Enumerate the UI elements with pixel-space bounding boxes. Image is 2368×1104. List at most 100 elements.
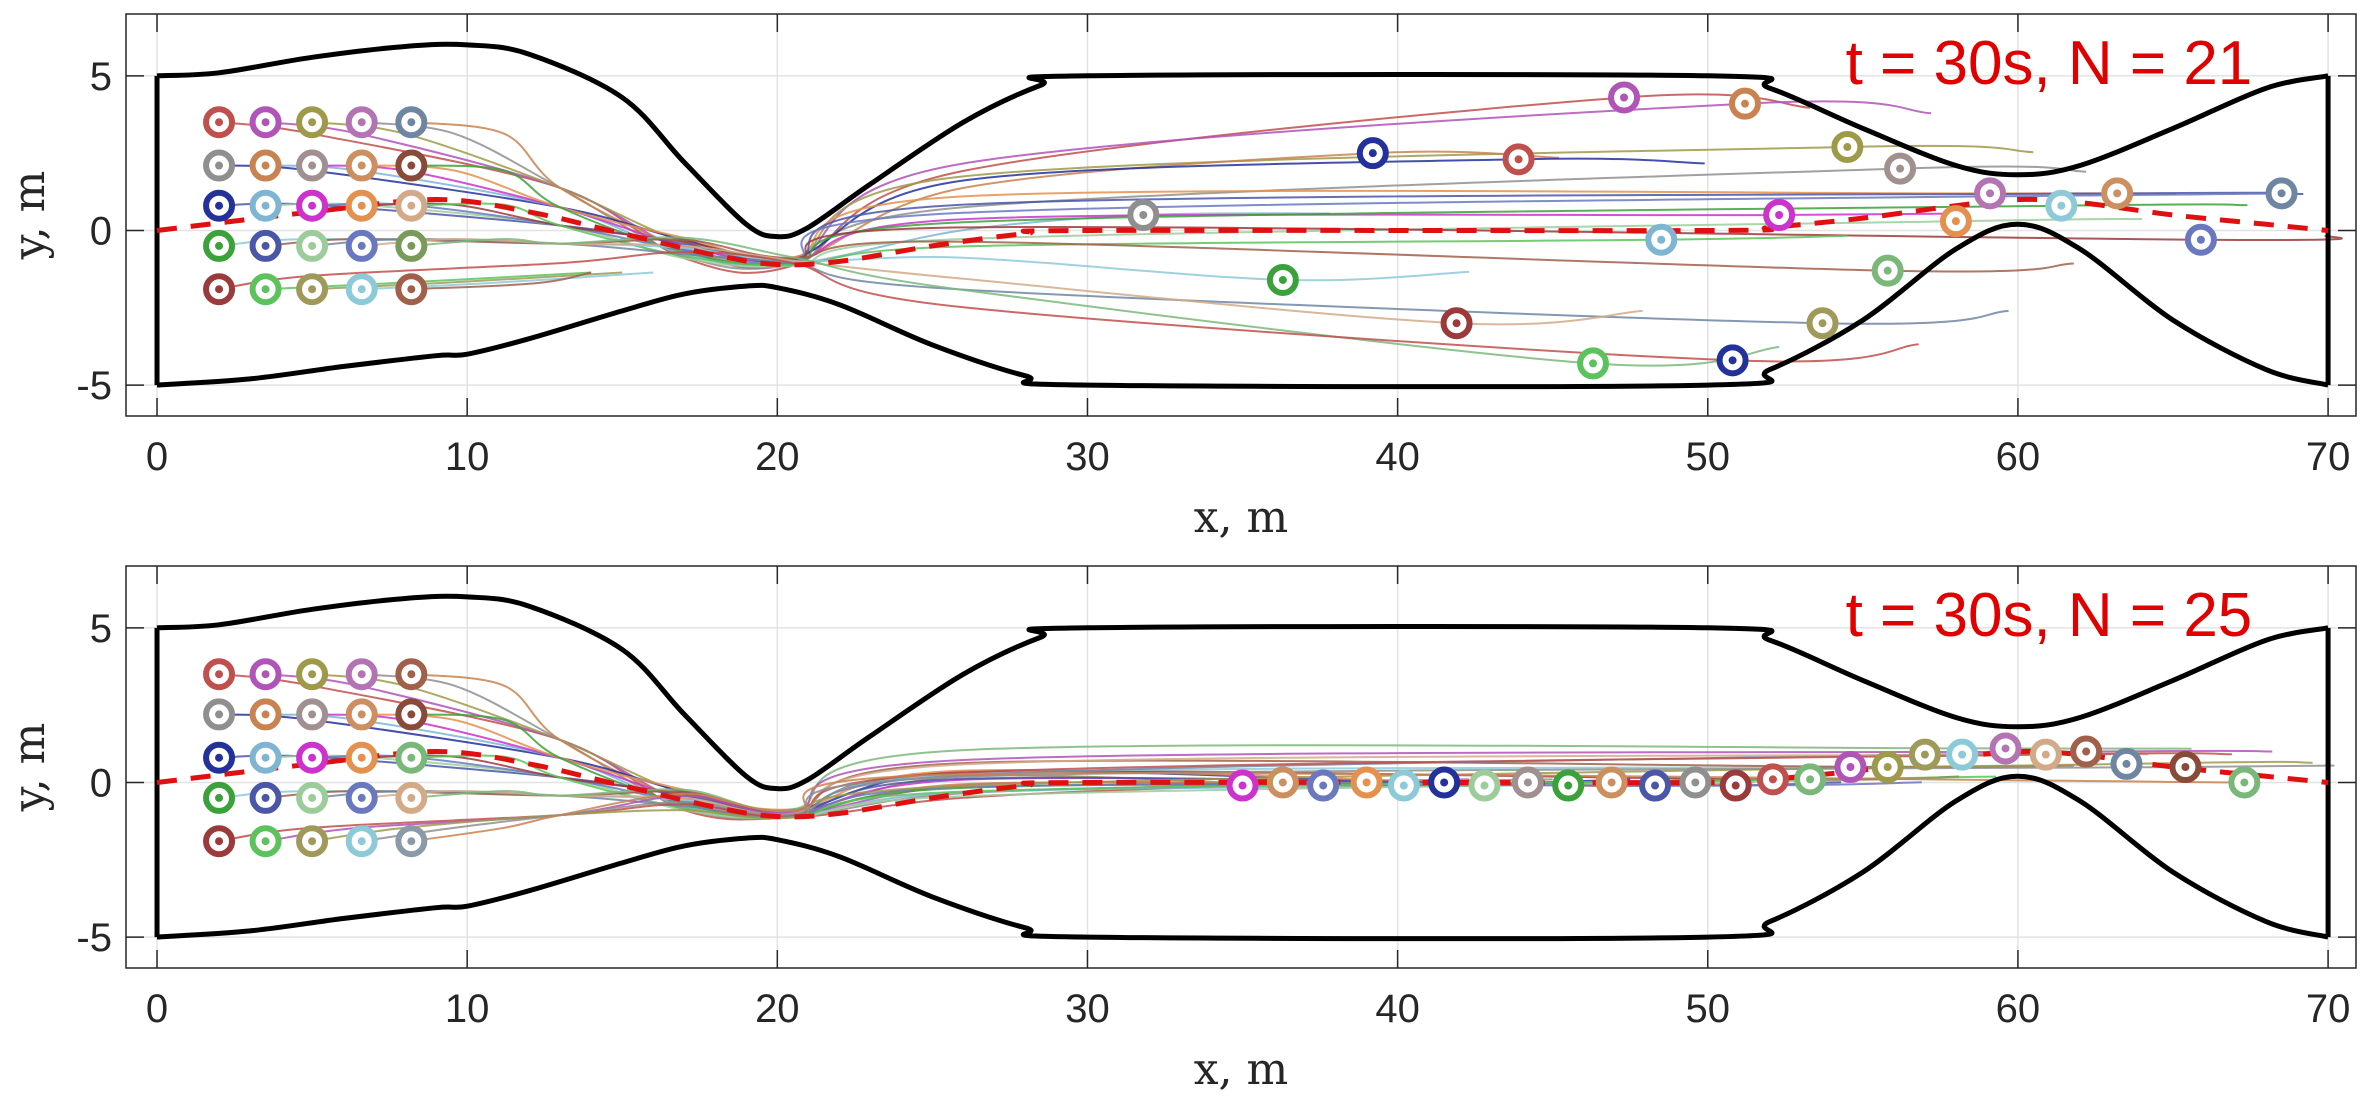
time-count-annotation: t = 30s, N = 25 (1846, 581, 2253, 650)
agent-start-marker-center (215, 118, 224, 127)
agent-start-marker-center (261, 118, 270, 127)
x-tick-label: 50 (1686, 435, 1731, 479)
agent-start-marker-center (357, 710, 366, 719)
agent-start-marker-center (357, 753, 366, 762)
agent-marker-center (1564, 781, 1573, 790)
x-axis-label: x, m (1194, 1044, 1289, 1095)
agent-marker-center (1514, 155, 1523, 164)
agent-start-marker-center (215, 161, 224, 170)
agent-marker-center (1806, 775, 1815, 784)
agent-marker-center (1319, 781, 1328, 790)
agent-start-marker-center (357, 161, 366, 170)
agent-start-marker-center (407, 710, 416, 719)
agent-trajectory (312, 237, 2009, 325)
agent-start-marker-center (407, 201, 416, 210)
agent-start-marker-center (261, 241, 270, 250)
agent-start-marker-center (308, 118, 317, 127)
y-tick-label: 0 (90, 761, 112, 805)
agent-marker-center (1846, 763, 1855, 771)
agent-start-marker-center (261, 837, 270, 846)
agent-marker-center (1238, 781, 1247, 790)
x-tick-label: 40 (1375, 987, 1420, 1031)
agent-marker-center (1657, 235, 1666, 244)
agent-trajectory (411, 236, 1780, 367)
x-tick-label: 50 (1686, 987, 1731, 1031)
x-tick-label: 20 (755, 987, 800, 1031)
agent-start-marker-center (308, 201, 317, 210)
agent-start-marker-center (308, 285, 317, 294)
agent-marker-center (2001, 744, 2010, 753)
time-count-annotation: t = 30s, N = 21 (1846, 29, 2253, 98)
agent-start-marker-center (215, 837, 224, 846)
agent-marker-center (1740, 99, 1749, 108)
agent-start-marker-center (407, 753, 416, 762)
agent-start-marker-center (215, 670, 224, 679)
panel-top: 0 10 20 30 40 50 60 70 -5 0 5 x, m y, m t = 30s, N = … (4, 13, 2357, 543)
agent-marker-center (1920, 750, 1929, 759)
x-tick-label: 60 (1996, 987, 2041, 1031)
agent-marker-center (1523, 778, 1532, 787)
agent-marker-center (1651, 781, 1660, 790)
boundary-lower (156, 221, 2329, 390)
agent-marker-center (1368, 149, 1377, 158)
x-tick-label: 0 (146, 435, 168, 479)
agent-start-marker-center (407, 670, 416, 679)
plot-area (154, 41, 2343, 390)
agent-start-marker-center (215, 285, 224, 294)
agent-start-marker-center (261, 161, 270, 170)
agent-marker-center (1951, 217, 1960, 226)
agent-trajectory (361, 271, 654, 291)
agent-marker-center (1440, 778, 1449, 787)
y-tick-label: -5 (76, 364, 112, 408)
axes-box (125, 565, 2357, 969)
boundary-lower (156, 773, 2329, 942)
agent-marker-center (2082, 747, 2091, 756)
agent-start-marker-center (261, 793, 270, 802)
agent-marker-center (2277, 189, 2286, 198)
boundary-upper (156, 41, 2329, 240)
agent-start-marker-center (261, 753, 270, 762)
boundary-upper (156, 593, 2329, 792)
agent-marker-center (2240, 778, 2249, 787)
agent-marker-center (1139, 211, 1148, 219)
agent-start-marker-center (357, 201, 366, 210)
agent-trajectory (218, 191, 2304, 263)
plot-area (154, 593, 2335, 942)
agent-start-marker-center (407, 241, 416, 250)
agent-marker-center (1775, 211, 1784, 219)
x-tick-label: 30 (1065, 435, 1110, 479)
agent-start-marker-center (308, 241, 317, 250)
agent-marker-center (1691, 778, 1700, 787)
agent-start-marker-center (357, 793, 366, 802)
agent-trajectory (411, 271, 592, 291)
agent-start-marker-center (407, 837, 416, 846)
agent-marker-center (1986, 189, 1995, 198)
agent-marker-center (1399, 781, 1408, 790)
agent-start-marker-center (357, 118, 366, 127)
agent-marker-center (1620, 93, 1629, 102)
agent-start-marker-center (308, 710, 317, 719)
x-tick-label: 30 (1065, 987, 1110, 1031)
agent-start-marker-center (308, 161, 317, 170)
agent-marker-center (1818, 319, 1827, 328)
agent-marker-center (1883, 763, 1892, 771)
agent-marker-center (2196, 235, 2205, 244)
agent-start-marker-center (357, 837, 366, 846)
axes-box (125, 13, 2357, 417)
x-tick-label: 0 (146, 987, 168, 1031)
agent-marker-center (1731, 781, 1740, 790)
x-axis-label: x, m (1194, 492, 1289, 543)
agent-marker-center (2122, 759, 2131, 768)
agent-start-marker-center (407, 793, 416, 802)
agent-start-marker-center (215, 753, 224, 762)
agent-marker-center (2181, 763, 2190, 771)
agent-start-marker-center (357, 241, 366, 250)
agent-start-marker-center (357, 670, 366, 679)
agent-trajectory (312, 164, 1966, 263)
agent-start-marker-center (308, 753, 317, 762)
agent-marker-center (1278, 275, 1287, 284)
agent-trajectory (361, 121, 2087, 270)
y-tick-label: 0 (90, 209, 112, 253)
y-tick-label: 5 (90, 607, 112, 651)
agent-trajectory (265, 202, 2143, 268)
